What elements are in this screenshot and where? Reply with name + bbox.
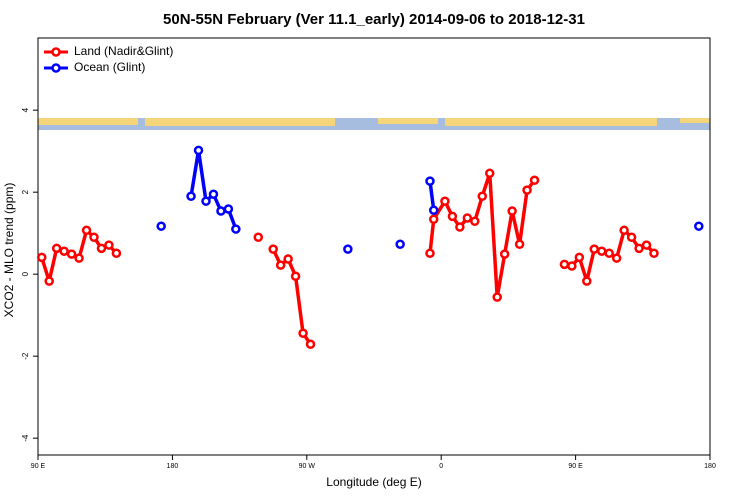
point bbox=[440, 196, 450, 206]
point bbox=[193, 145, 204, 156]
y-tick-label: -4 bbox=[21, 434, 30, 442]
point bbox=[59, 246, 69, 256]
y-tick-label: 2 bbox=[21, 189, 30, 194]
point bbox=[283, 254, 293, 264]
point bbox=[36, 252, 47, 263]
legend-marker bbox=[51, 47, 61, 57]
point bbox=[567, 261, 577, 271]
point bbox=[529, 175, 540, 186]
land-ocean-strip bbox=[38, 118, 710, 130]
point bbox=[253, 232, 264, 243]
point bbox=[626, 232, 637, 243]
point bbox=[522, 185, 532, 195]
point bbox=[470, 216, 480, 227]
legend-label: Land (Nadir&Glint) bbox=[74, 44, 173, 58]
point bbox=[589, 244, 600, 254]
point bbox=[216, 206, 226, 216]
point bbox=[231, 224, 241, 234]
point bbox=[74, 253, 84, 263]
point bbox=[694, 221, 704, 231]
x-axis-label: Longitude (deg E) bbox=[326, 475, 421, 489]
point bbox=[514, 239, 525, 249]
point bbox=[428, 214, 439, 224]
legend-marker bbox=[51, 63, 61, 73]
legend-label: Ocean (Glint) bbox=[74, 60, 145, 74]
point bbox=[604, 248, 614, 259]
chart-title: 50N-55N February (Ver 11.1_early) 2014-0… bbox=[163, 11, 585, 28]
point bbox=[455, 222, 465, 232]
point bbox=[201, 196, 211, 206]
point bbox=[499, 249, 510, 259]
point bbox=[611, 253, 622, 263]
y-tick-label: 0 bbox=[21, 271, 30, 276]
point bbox=[428, 205, 439, 215]
point bbox=[111, 248, 122, 259]
point bbox=[290, 271, 301, 281]
point bbox=[305, 339, 316, 350]
point bbox=[425, 176, 435, 186]
point bbox=[223, 204, 234, 214]
point bbox=[649, 248, 659, 259]
point bbox=[81, 225, 92, 236]
series-line bbox=[191, 150, 699, 229]
point bbox=[268, 244, 278, 254]
point bbox=[477, 191, 488, 202]
point bbox=[425, 248, 435, 259]
point bbox=[634, 243, 644, 254]
x-tick-label: 90 W bbox=[299, 463, 316, 470]
point bbox=[619, 225, 629, 236]
x-tick-label: 180 bbox=[704, 463, 716, 470]
point bbox=[66, 249, 77, 259]
point bbox=[596, 246, 607, 256]
point bbox=[89, 232, 99, 243]
y-axis-label: XCO2 - MLO trend (ppm) bbox=[2, 183, 16, 318]
point bbox=[492, 292, 502, 302]
x-tick-label: 180 bbox=[167, 463, 179, 470]
point bbox=[484, 168, 495, 179]
point bbox=[582, 276, 592, 286]
y-tick-label: -2 bbox=[21, 352, 30, 360]
point bbox=[156, 221, 166, 231]
x-tick-label: 0 bbox=[439, 463, 443, 470]
point bbox=[186, 191, 196, 202]
point bbox=[559, 259, 570, 270]
point bbox=[641, 240, 652, 250]
point bbox=[574, 252, 585, 263]
point bbox=[395, 239, 405, 249]
x-tick-label: 90 E bbox=[568, 463, 583, 470]
point bbox=[343, 244, 353, 254]
plot-frame bbox=[37, 37, 711, 456]
point bbox=[447, 211, 458, 222]
point bbox=[275, 260, 286, 270]
y-tick-label: 4 bbox=[21, 107, 30, 112]
point bbox=[462, 213, 473, 223]
x-tick-label: 90 E bbox=[31, 463, 46, 470]
point bbox=[208, 189, 219, 199]
point bbox=[51, 243, 62, 254]
point bbox=[44, 276, 54, 286]
point bbox=[298, 328, 308, 338]
point bbox=[104, 240, 114, 250]
point bbox=[96, 243, 107, 254]
point bbox=[507, 206, 517, 216]
series-line bbox=[40, 171, 656, 346]
